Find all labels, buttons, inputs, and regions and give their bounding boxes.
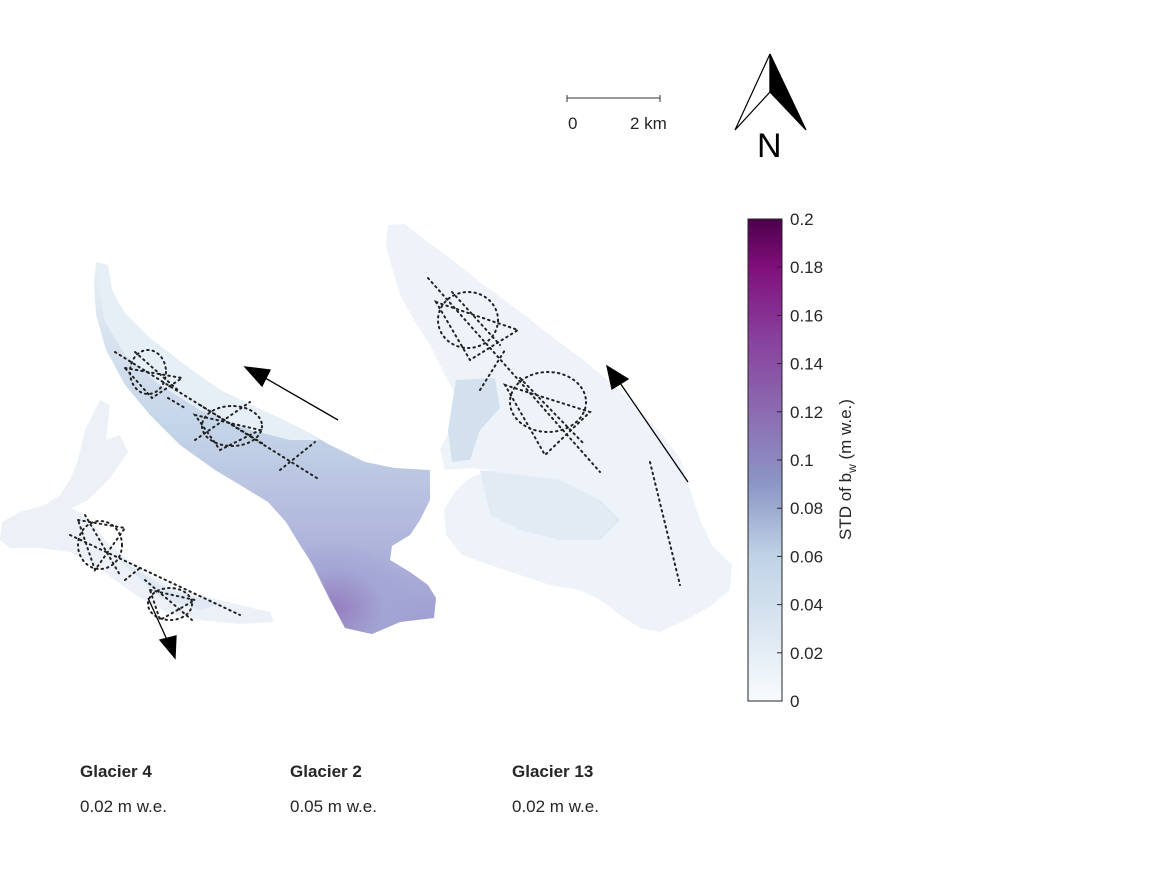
colorbar-tick-label: 0.12	[790, 403, 823, 422]
colorbar-tick-label: 0.06	[790, 547, 823, 566]
colorbar: 00.020.040.060.080.10.120.140.160.180.2 …	[747, 210, 859, 711]
glacier-13-area	[386, 224, 732, 632]
glacier-2-name: Glacier 2	[290, 762, 362, 781]
colorbar-title: STD of bw (m w.e.)	[836, 399, 859, 540]
colorbar-tick-label: 0	[790, 692, 799, 711]
colorbar-tick-label: 0.08	[790, 499, 823, 518]
colorbar-tick-label: 0.18	[790, 258, 823, 277]
glacier-13-value: 0.02 m w.e.	[512, 797, 599, 816]
glacier-13-name: Glacier 13	[512, 762, 594, 781]
survey-tracks	[69, 277, 681, 622]
scale-bar-start-label: 0	[568, 114, 577, 133]
colorbar-tick-label: 0.16	[790, 306, 823, 325]
north-label: N	[757, 127, 782, 165]
colorbar-tick-label: 0.14	[790, 355, 823, 374]
flow-arrows	[147, 364, 689, 660]
glacier-2-value: 0.05 m w.e.	[290, 797, 377, 816]
north-arrow-icon: N	[734, 53, 807, 165]
scale-bar: 0 2 km	[566, 95, 667, 133]
scale-bar-end-label: 2 km	[630, 114, 667, 133]
colorbar-tick-label: 0.2	[790, 210, 814, 229]
colorbar-ticks: 0 0.02 0.04 0.06 0.08 0.1 0.12 0.14 0.16 0.18 0.2	[777, 210, 823, 711]
colorbar-tick-label: 0.02	[790, 644, 823, 663]
glacier-2-area	[94, 262, 436, 634]
colorbar-tick-label: 0.04	[790, 596, 823, 615]
glacier-4-area	[0, 400, 274, 624]
glacier-4-value: 0.02 m w.e.	[80, 797, 167, 816]
glacier-4-name: Glacier 4	[80, 762, 152, 781]
colorbar-tick-label: 0.1	[790, 451, 814, 470]
